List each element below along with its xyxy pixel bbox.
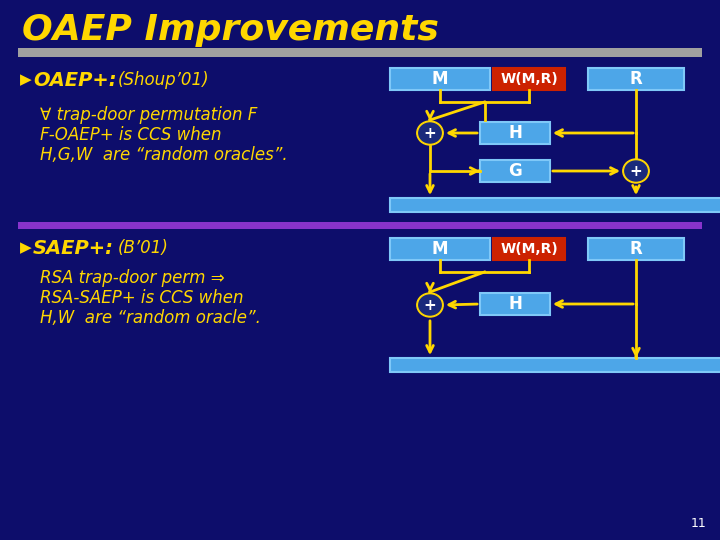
- Ellipse shape: [623, 159, 649, 183]
- Ellipse shape: [419, 295, 441, 315]
- Text: G: G: [508, 162, 522, 180]
- FancyBboxPatch shape: [480, 122, 550, 144]
- Text: R: R: [629, 70, 642, 88]
- FancyBboxPatch shape: [18, 222, 702, 229]
- FancyBboxPatch shape: [480, 160, 550, 182]
- Text: +: +: [423, 298, 436, 313]
- Text: RSA trap-door perm ⇒: RSA trap-door perm ⇒: [40, 269, 225, 287]
- Text: H: H: [508, 295, 522, 313]
- FancyBboxPatch shape: [480, 293, 550, 315]
- Text: R: R: [629, 240, 642, 258]
- Text: +: +: [423, 126, 436, 141]
- Text: RSA-SAEP+ is CCS when: RSA-SAEP+ is CCS when: [40, 289, 243, 307]
- Ellipse shape: [419, 123, 441, 143]
- Text: ▶: ▶: [20, 240, 32, 255]
- FancyBboxPatch shape: [390, 238, 490, 260]
- Text: M: M: [432, 240, 449, 258]
- Text: H,W  are “random oracle”.: H,W are “random oracle”.: [40, 309, 261, 327]
- FancyBboxPatch shape: [390, 358, 720, 372]
- Text: W(M,R): W(M,R): [500, 72, 558, 86]
- Text: +: +: [629, 164, 642, 179]
- Text: ∀ trap-door permutation F: ∀ trap-door permutation F: [40, 106, 257, 124]
- Ellipse shape: [417, 293, 444, 317]
- Text: H: H: [508, 124, 522, 142]
- Text: H,G,W  are “random oracles”.: H,G,W are “random oracles”.: [40, 146, 287, 164]
- Text: W(M,R): W(M,R): [500, 242, 558, 256]
- Text: ▶: ▶: [20, 72, 32, 87]
- Text: M: M: [432, 70, 449, 88]
- FancyBboxPatch shape: [588, 238, 684, 260]
- Text: OAEP Improvements: OAEP Improvements: [22, 13, 439, 47]
- Text: (Shoup’01): (Shoup’01): [118, 71, 210, 89]
- FancyBboxPatch shape: [493, 68, 565, 90]
- Text: (B’01): (B’01): [118, 239, 169, 257]
- Text: F-OAEP+ is CCS when: F-OAEP+ is CCS when: [40, 126, 222, 144]
- Ellipse shape: [417, 121, 444, 145]
- Text: 11: 11: [690, 517, 706, 530]
- Text: SAEP+:: SAEP+:: [33, 239, 114, 258]
- FancyBboxPatch shape: [18, 48, 702, 57]
- FancyBboxPatch shape: [493, 238, 565, 260]
- FancyBboxPatch shape: [588, 68, 684, 90]
- FancyBboxPatch shape: [390, 68, 490, 90]
- Text: OAEP+:: OAEP+:: [33, 71, 117, 90]
- FancyBboxPatch shape: [390, 198, 720, 212]
- Ellipse shape: [625, 161, 647, 181]
